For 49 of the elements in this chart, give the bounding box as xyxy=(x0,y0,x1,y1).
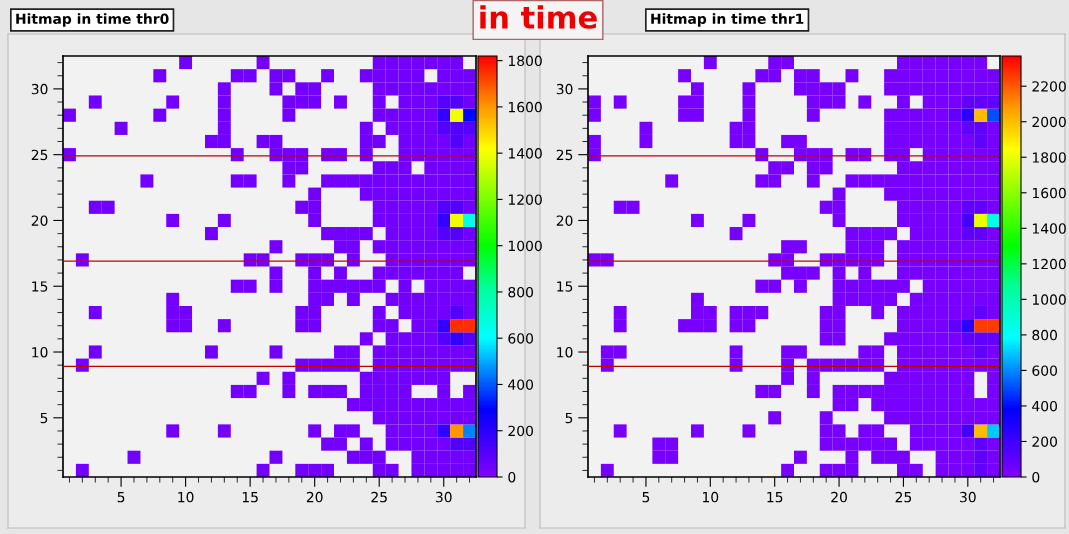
color-bar-label: 800 xyxy=(508,286,533,298)
color-bar-label: 400 xyxy=(508,379,533,390)
color-bar-label: 1000 xyxy=(1032,294,1066,305)
color-bar-label: 1400 xyxy=(508,148,542,159)
y-tick-label: 25 xyxy=(556,149,573,161)
x-tick-label: 15 xyxy=(242,492,258,503)
color-bar-label: 800 xyxy=(1032,329,1057,341)
color-bar-label: 0 xyxy=(508,471,516,483)
y-tick-label: 15 xyxy=(32,281,48,292)
color-bar-label: 600 xyxy=(1032,365,1057,376)
x-tick-label: 25 xyxy=(895,491,912,503)
color-bar-label: 2200 xyxy=(1032,81,1066,92)
x-tick-label: 15 xyxy=(767,492,783,503)
x-tick-label: 30 xyxy=(960,491,976,503)
color-bar-label: 1200 xyxy=(508,194,542,205)
x-tick-label: 10 xyxy=(178,491,194,503)
color-bar-label: 1600 xyxy=(508,101,542,113)
chart-title: Hitmap in time thr1 xyxy=(651,13,804,27)
x-tick-label: 25 xyxy=(371,491,387,503)
y-tick-label: 30 xyxy=(31,83,48,95)
x-tick-label: 30 xyxy=(435,491,452,503)
x-tick-label: 10 xyxy=(703,491,719,503)
x-tick-label: 20 xyxy=(831,491,847,503)
x-tick-label: 5 xyxy=(642,492,650,503)
color-bar-label: 200 xyxy=(508,425,533,437)
y-tick-label: 5 xyxy=(565,412,573,424)
color-bar-label: 1200 xyxy=(1032,258,1066,270)
color-bar-label: 400 xyxy=(1032,400,1057,412)
y-tick-label: 10 xyxy=(557,346,573,358)
chart-title: Hitmap in time thr0 xyxy=(16,13,169,27)
color-bar-label: 200 xyxy=(1032,436,1057,447)
x-tick-label: 5 xyxy=(117,492,125,503)
color-bar-label: 1000 xyxy=(508,240,542,252)
color-bar-label: 600 xyxy=(508,333,533,344)
y-tick-label: 15 xyxy=(557,281,573,292)
y-tick-label: 30 xyxy=(556,83,573,95)
y-tick-label: 20 xyxy=(31,215,48,226)
color-bar-label: 1800 xyxy=(1032,152,1066,163)
color-bar-label: 2000 xyxy=(1032,116,1066,128)
y-tick-label: 25 xyxy=(31,149,48,161)
color-bar-label: 0 xyxy=(1032,471,1040,483)
y-tick-label: 20 xyxy=(556,215,573,226)
color-bar-label: 1400 xyxy=(1032,223,1066,234)
y-tick-label: 5 xyxy=(40,412,48,424)
text: in time xyxy=(480,5,597,29)
color-bar-label: 1600 xyxy=(1032,187,1066,199)
x-tick-label: 20 xyxy=(306,491,323,503)
y-tick-label: 10 xyxy=(32,346,48,358)
color-bar-label: 1800 xyxy=(508,55,542,67)
